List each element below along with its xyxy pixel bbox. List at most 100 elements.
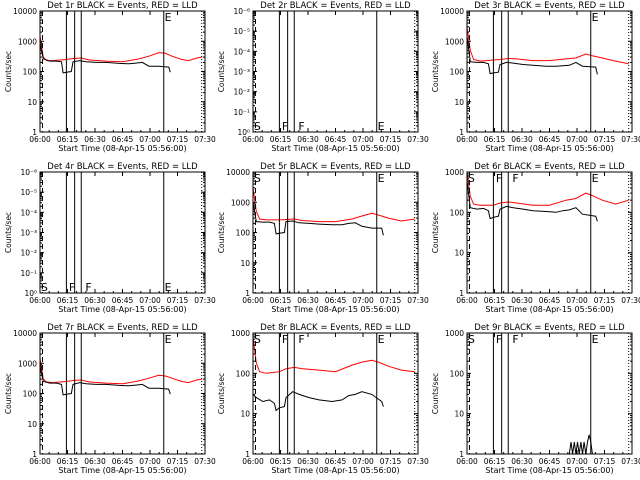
x-tick-label: 06:15 [484,135,506,144]
plot-frame [39,171,206,294]
lld-series-line [253,187,415,223]
x-tick-label: 07:15 [380,135,402,144]
x-tick-label: 06:45 [112,457,134,466]
flag-letter: E [165,11,172,24]
y-tick-label: 1000 [18,37,37,46]
x-tick-label: 06:30 [511,296,533,305]
x-tick-label: 06:30 [84,457,106,466]
x-axis-label: Start Time (08-Apr-15 05:56:00) [485,466,613,475]
y-tick-label: 1000 [445,168,464,177]
flag-letter: E [165,281,172,294]
x-tick-label: 06:15 [484,457,506,466]
y-tick-label: 1 [459,450,464,459]
y-tick-label: 10 [240,410,250,419]
plot-frame [252,171,419,294]
flag-letter: F [282,333,288,346]
y-axis-label: Counts/sec [4,51,13,92]
y-tick-label: 10⁰ [24,289,37,298]
x-tick-label: 06:30 [297,135,319,144]
x-tick-label: 06:15 [484,296,506,305]
y-tick-label: 100 [23,68,38,77]
panel-title: Det 6r BLACK = Events, RED = LLD [474,162,625,172]
x-tick-label: 07:00 [566,135,588,144]
x-tick-label: 07:15 [167,135,189,144]
x-tick-label: 06:00 [456,135,478,144]
x-tick-label: 06:45 [325,457,347,466]
y-tick-label: 1 [459,289,464,298]
panel-title: Det 7r BLACK = Events, RED = LLD [47,323,198,333]
y-tick-label: 1 [245,289,250,298]
y-tick-label: 10000 [440,7,464,16]
x-axis-label: Start Time (08-Apr-15 05:56:00) [271,305,399,314]
panel-title: Det 1r BLACK = Events, RED = LLD [47,1,198,11]
x-tick-label: 07:30 [407,135,429,144]
x-tick-label: 06:15 [270,135,292,144]
x-tick-label: 07:15 [380,457,402,466]
x-tick-label: 07:30 [407,296,429,305]
y-tick-label: 10⁻⁵ [233,27,250,36]
y-tick-label: 1 [245,450,250,459]
flag-letter: F [512,333,518,346]
y-tick-label: 10⁻³ [233,68,250,77]
flag-letter: S [468,172,475,185]
x-tick-label: 07:30 [621,135,640,144]
y-tick-label: 100 [236,229,251,238]
x-tick-label: 06:00 [242,457,264,466]
x-axis-label: Start Time (08-Apr-15 05:56:00) [271,144,399,153]
y-tick-label: 1000 [231,198,250,207]
plot-frame [466,332,633,455]
x-tick-label: 06:15 [270,457,292,466]
y-tick-label: 100 [450,68,465,77]
flag-letter: F [298,333,304,346]
flag-letter: E [378,333,385,346]
y-tick-label: 1000 [18,359,37,368]
x-tick-label: 06:45 [325,135,347,144]
y-tick-label: 10⁻² [20,249,37,258]
x-tick-label: 06:00 [242,296,264,305]
flag-letter: S [41,281,48,294]
x-tick-label: 07:30 [407,457,429,466]
x-tick-label: 06:15 [57,457,79,466]
x-tick-label: 07:15 [380,296,402,305]
detector-panel: Det 2r BLACK = Events, RED = LLD S F F E 10⁰ 1… [217,1,429,153]
y-tick-label: 1000 [445,329,464,338]
x-tick-label: 06:15 [57,135,79,144]
y-tick-label: 10 [27,98,37,107]
y-tick-label: 10 [454,98,464,107]
events-series-line [467,180,598,222]
y-tick-label: 10000 [13,329,37,338]
x-tick-label: 06:30 [297,457,319,466]
x-tick-label: 07:00 [352,457,374,466]
x-tick-label: 07:00 [139,296,161,305]
x-tick-label: 06:30 [84,296,106,305]
y-tick-label: 1 [32,128,37,137]
flag-letter: E [592,11,599,24]
plot-frame [466,10,633,133]
x-tick-label: 06:00 [456,457,478,466]
detector-panel: Det 4r BLACK = Events, RED = LLD S F F E 10⁰ 1… [4,162,216,314]
flag-letter: E [592,172,599,185]
flag-letter: F [69,281,75,294]
flag-letter: S [254,333,261,346]
x-tick-label: 07:30 [194,135,216,144]
x-tick-label: 06:45 [325,296,347,305]
y-tick-label: 10000 [226,168,250,177]
events-series-line [467,35,598,75]
x-tick-label: 06:45 [539,457,561,466]
panel-title: Det 5r BLACK = Events, RED = LLD [260,162,411,172]
y-tick-label: 100 [450,369,465,378]
flag-letter: F [496,333,502,346]
y-axis-label: Counts/sec [431,51,440,92]
x-axis-label: Start Time (08-Apr-15 05:56:00) [485,305,613,314]
flag-letter: E [165,333,172,346]
x-axis-label: Start Time (08-Apr-15 05:56:00) [58,466,186,475]
x-tick-label: 07:00 [566,457,588,466]
y-axis-label: Counts/sec [217,51,226,92]
x-tick-label: 06:30 [511,457,533,466]
x-tick-label: 07:00 [352,135,374,144]
